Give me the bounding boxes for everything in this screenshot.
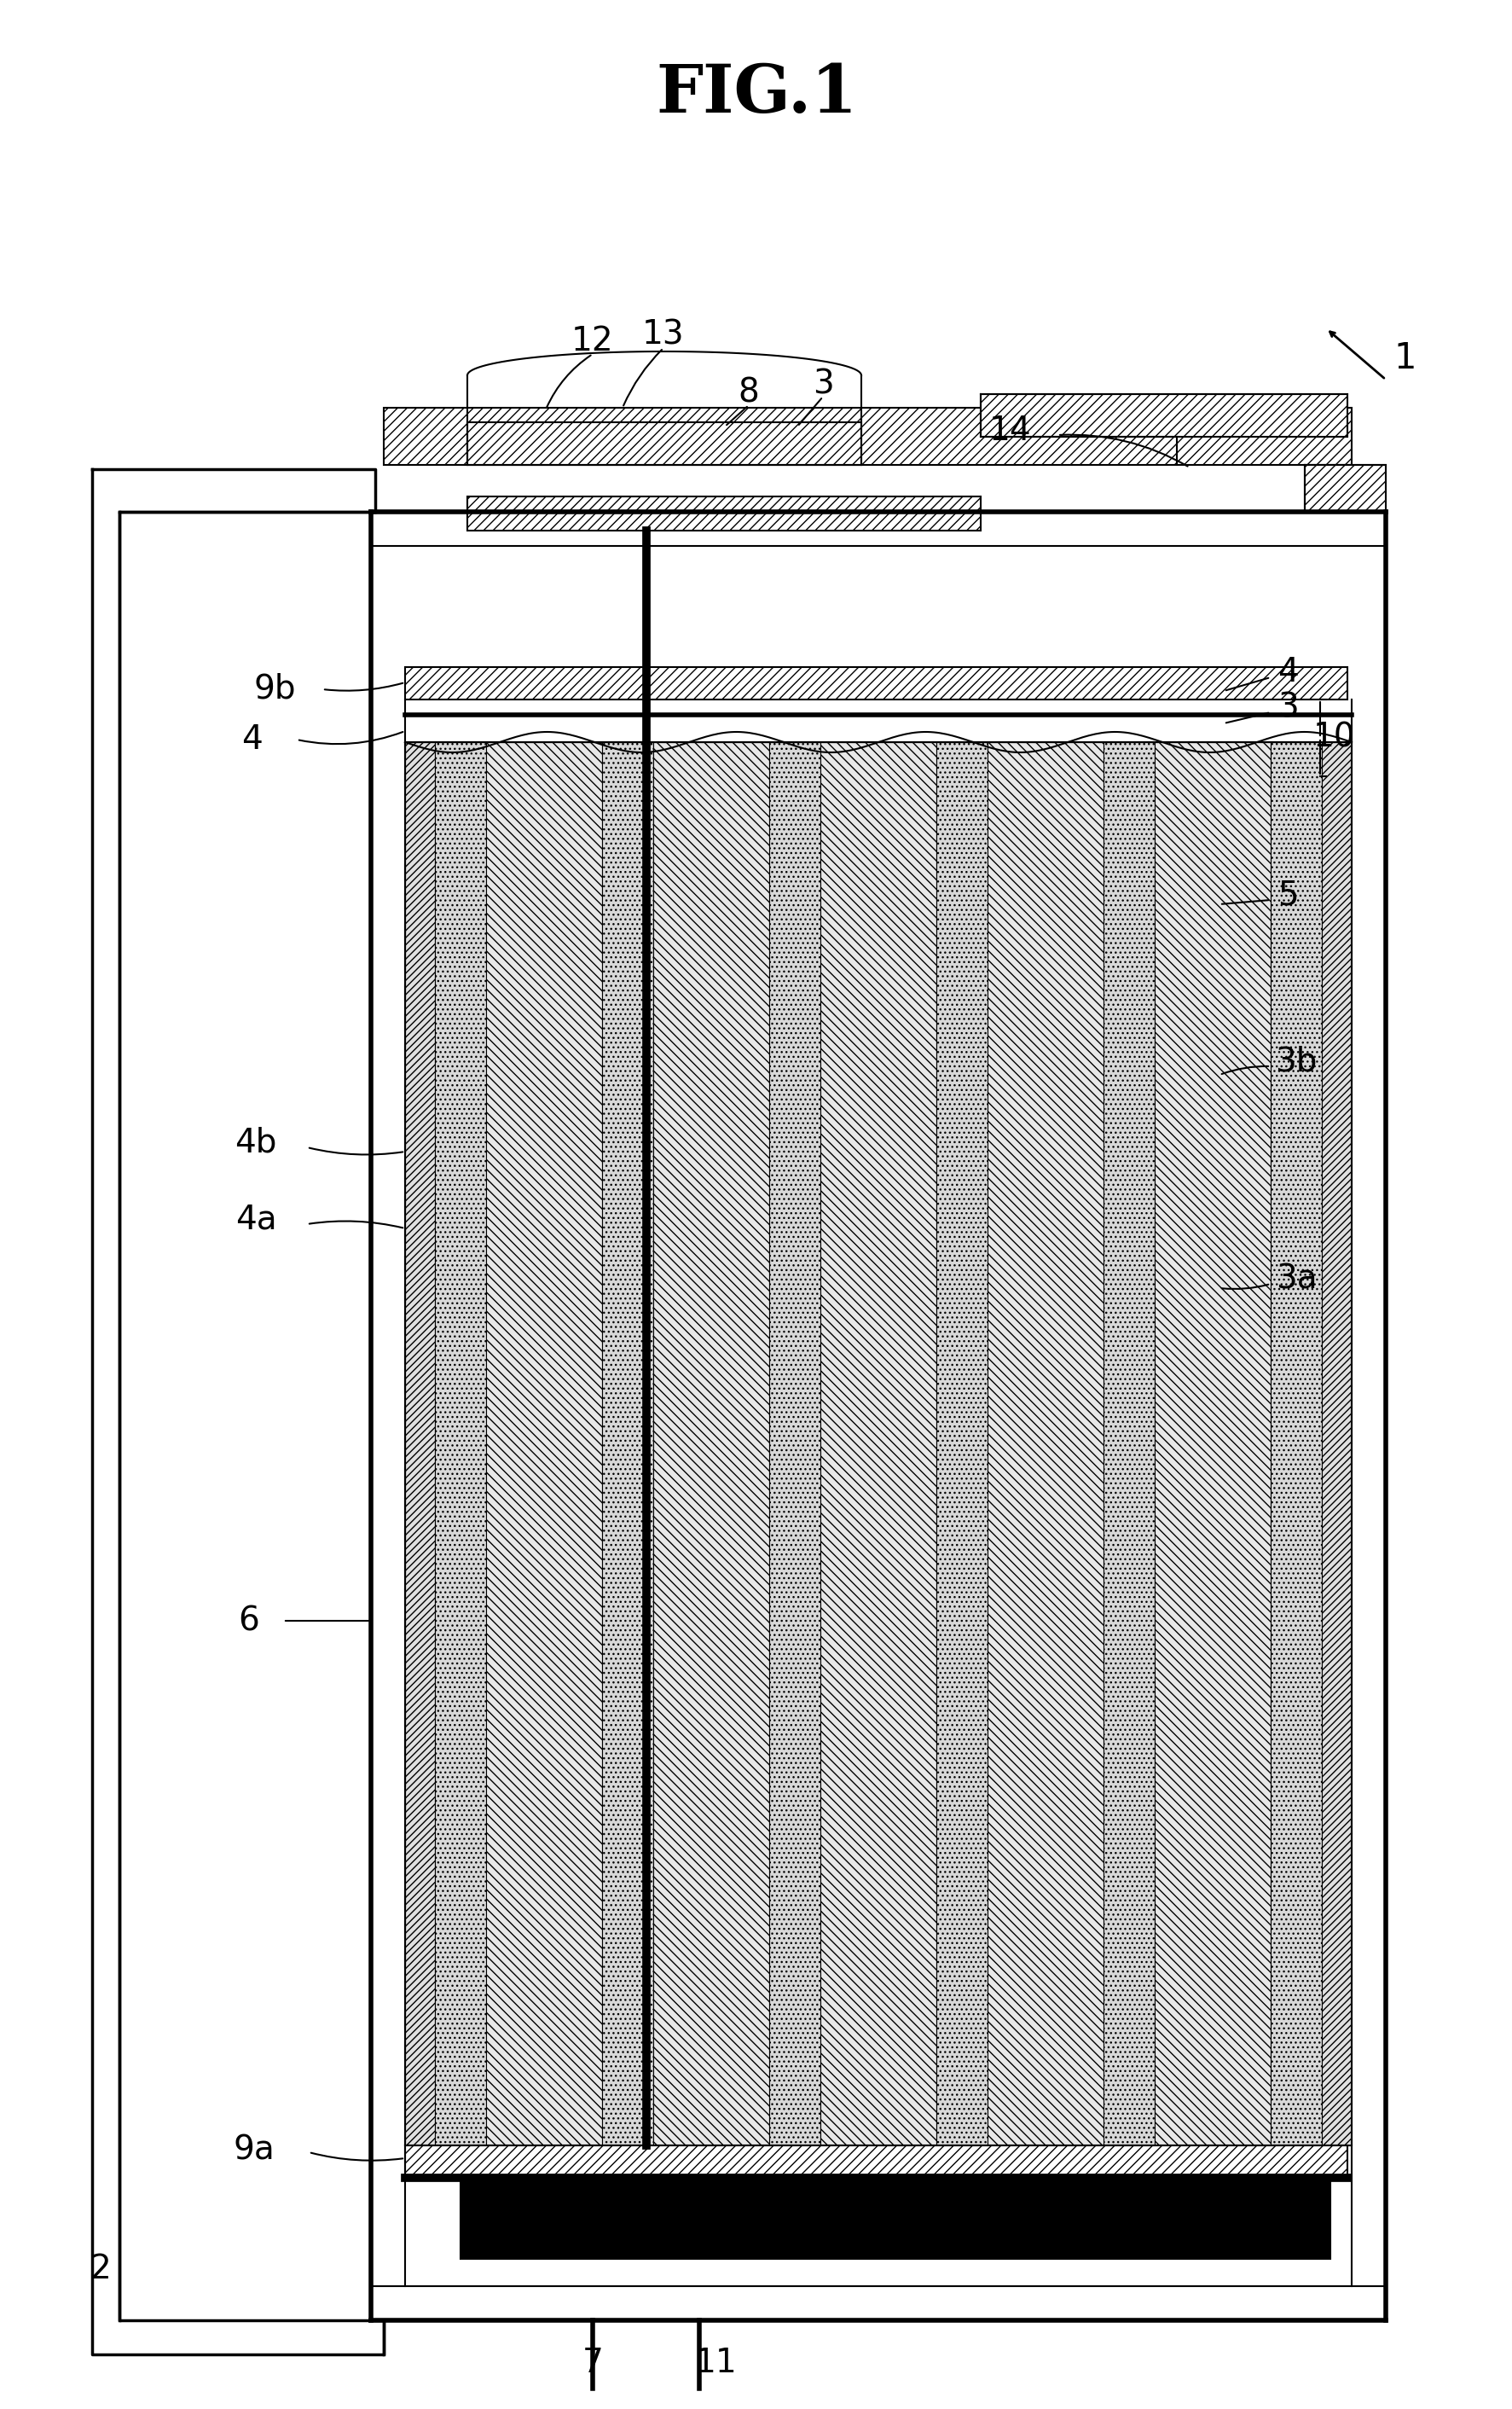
Text: 4: 4 bbox=[240, 723, 262, 756]
Polygon shape bbox=[434, 742, 485, 2146]
Polygon shape bbox=[653, 742, 768, 2146]
Text: 3a: 3a bbox=[1275, 1262, 1317, 1296]
Polygon shape bbox=[485, 742, 602, 2146]
Text: 4: 4 bbox=[1276, 655, 1297, 689]
Polygon shape bbox=[820, 742, 936, 2146]
Text: 3b: 3b bbox=[1275, 1046, 1317, 1079]
Polygon shape bbox=[405, 742, 434, 2146]
Text: 12: 12 bbox=[572, 325, 614, 357]
Text: 13: 13 bbox=[643, 318, 685, 352]
Text: 11: 11 bbox=[694, 2346, 738, 2380]
Text: 3: 3 bbox=[812, 369, 833, 400]
Text: 4a: 4a bbox=[234, 1204, 277, 1236]
Polygon shape bbox=[467, 496, 980, 530]
Polygon shape bbox=[1303, 465, 1385, 511]
Polygon shape bbox=[405, 667, 1347, 699]
Polygon shape bbox=[987, 742, 1102, 2146]
Polygon shape bbox=[1321, 742, 1350, 2146]
Polygon shape bbox=[1270, 742, 1321, 2146]
Polygon shape bbox=[1102, 742, 1154, 2146]
Text: FIG.1: FIG.1 bbox=[655, 60, 857, 125]
Polygon shape bbox=[980, 395, 1347, 436]
Text: 7: 7 bbox=[582, 2346, 603, 2380]
Text: 10: 10 bbox=[1312, 723, 1355, 754]
Polygon shape bbox=[1154, 742, 1270, 2146]
Polygon shape bbox=[460, 2183, 1329, 2260]
Text: 6: 6 bbox=[239, 1604, 260, 1638]
Polygon shape bbox=[936, 742, 987, 2146]
Text: 14: 14 bbox=[989, 414, 1031, 448]
Polygon shape bbox=[602, 742, 653, 2146]
Text: 4b: 4b bbox=[234, 1127, 277, 1159]
Polygon shape bbox=[384, 407, 1350, 465]
Polygon shape bbox=[405, 2146, 1347, 2178]
Text: 2: 2 bbox=[91, 2252, 110, 2286]
Text: 3: 3 bbox=[1276, 691, 1297, 725]
Text: 1: 1 bbox=[1394, 340, 1415, 376]
Text: 9a: 9a bbox=[233, 2134, 275, 2166]
Text: 9b: 9b bbox=[254, 672, 295, 706]
Polygon shape bbox=[467, 422, 860, 465]
Text: 5: 5 bbox=[1276, 879, 1297, 913]
Text: 8: 8 bbox=[738, 376, 759, 410]
Polygon shape bbox=[768, 742, 820, 2146]
